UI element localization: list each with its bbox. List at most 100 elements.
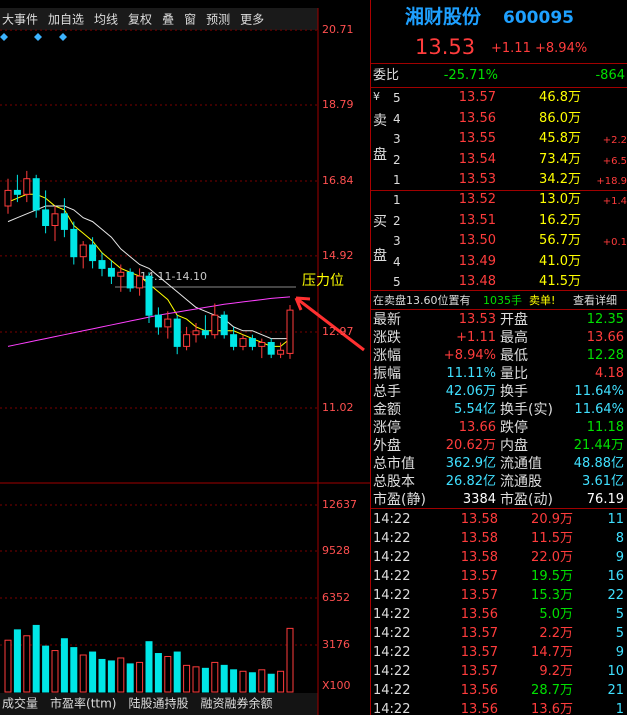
stat-value: 13.66 xyxy=(458,420,496,435)
candle-body xyxy=(248,338,256,347)
stat-label: 振幅 xyxy=(373,366,401,382)
tick-count: 9 xyxy=(615,550,624,565)
level: 5 xyxy=(393,275,401,289)
tick-count: 8 xyxy=(615,531,624,546)
order-delta: +18.9 xyxy=(596,176,627,187)
tick-time: 14:22 xyxy=(373,569,411,584)
candle-body xyxy=(32,178,40,211)
range-label: 14.11-14.10 xyxy=(140,270,207,283)
indicator-tab[interactable]: 成交量 xyxy=(2,696,38,711)
level: 3 xyxy=(393,132,401,146)
toolbar-button[interactable]: 预测 xyxy=(206,13,230,27)
volume-bar xyxy=(117,657,125,693)
candle-body xyxy=(126,271,134,289)
candle-body xyxy=(13,189,21,195)
stat-value: 11.11% xyxy=(446,366,496,381)
stat-value: 362.9亿 xyxy=(445,456,496,471)
tick-price: 13.57 xyxy=(460,626,498,641)
tick-volume: 20.9万 xyxy=(531,512,573,527)
indicator-tab[interactable]: 陆股通持股 xyxy=(128,696,188,711)
tick-time: 14:22 xyxy=(373,512,411,527)
tick-price: 13.57 xyxy=(460,569,498,584)
stat-label: 最高 xyxy=(500,330,528,346)
indicator-tab[interactable]: 市盈率(ttm) xyxy=(50,696,116,711)
candle-body xyxy=(117,271,125,277)
volume-bar xyxy=(248,672,256,693)
label: 盘 xyxy=(373,248,387,264)
separator xyxy=(371,290,627,291)
toolbar-button[interactable]: 更多 xyxy=(240,13,264,27)
tick-volume: 11.5万 xyxy=(531,531,573,546)
toolbar-button[interactable]: 复权 xyxy=(128,13,152,27)
separator xyxy=(371,190,627,191)
stat-label: 涨幅 xyxy=(373,348,401,364)
order-price: 13.51 xyxy=(458,212,496,228)
volume-bar xyxy=(239,670,247,693)
tick-time: 14:22 xyxy=(373,607,411,622)
volume-bar xyxy=(98,658,106,693)
order-delta: +2.2 xyxy=(602,135,627,146)
volume-bar xyxy=(42,645,50,693)
toolbar-button[interactable]: 叠 xyxy=(162,13,174,27)
separator xyxy=(371,87,627,88)
volume-bar xyxy=(70,647,78,693)
bid-ask-diff: -864 xyxy=(595,68,625,83)
volume-unit: X100 xyxy=(322,679,351,692)
stat-label: 外盘 xyxy=(373,438,401,454)
candle-body xyxy=(239,338,247,347)
price-change: +1.11 xyxy=(491,41,531,56)
volume-bar xyxy=(277,670,285,693)
candle-body xyxy=(145,275,153,316)
candle-body xyxy=(173,318,181,347)
order-volume: 13.0万 xyxy=(539,192,581,207)
arrow xyxy=(294,296,365,352)
stat-label: 流通股 xyxy=(500,474,542,490)
candle-body xyxy=(201,330,209,336)
stat-label: 总手 xyxy=(373,384,401,400)
tick-price: 13.57 xyxy=(460,645,498,660)
stat-label: 市盈(静) xyxy=(373,492,426,508)
toolbar-button[interactable]: 均线 xyxy=(94,13,118,27)
order-price: 13.52 xyxy=(458,192,496,207)
candle-body xyxy=(154,314,162,328)
indicator-tab[interactable]: 融资融券余额 xyxy=(201,696,273,711)
toolbar-button[interactable]: 大事件 xyxy=(2,13,38,27)
toolbar xyxy=(0,8,318,30)
volume-bar xyxy=(267,673,275,693)
y-tick-label: 11.02 xyxy=(322,401,354,414)
stat-label: 开盘 xyxy=(500,312,528,328)
toolbar-button[interactable]: 窗 xyxy=(184,13,196,27)
candle-body xyxy=(230,334,238,347)
order-price: 13.54 xyxy=(458,151,496,167)
candle-body xyxy=(164,318,172,328)
stat-value: 48.88亿 xyxy=(573,456,624,471)
level: 5 xyxy=(393,91,401,105)
tick-volume: 22.0万 xyxy=(531,550,573,565)
notice-tag: 卖单! xyxy=(529,294,556,307)
tick-volume: 13.6万 xyxy=(531,702,573,715)
order-volume: 73.4万 xyxy=(539,151,581,167)
stat-value: 21.44万 xyxy=(573,438,624,453)
candle-body xyxy=(136,275,144,289)
level: 1 xyxy=(393,173,401,187)
stat-label: 跌停 xyxy=(500,420,528,436)
candle-body xyxy=(192,330,200,336)
separator xyxy=(371,508,627,509)
tick-price: 13.58 xyxy=(460,550,498,565)
candle-body xyxy=(286,309,294,354)
order-volume: 56.7万 xyxy=(539,233,581,248)
order-delta: +0.1 xyxy=(602,237,627,248)
y-tick-label: 20.71 xyxy=(322,23,354,36)
toolbar-button[interactable]: 加自选 xyxy=(48,13,84,27)
order-delta: +1.4 xyxy=(602,196,627,207)
volume-bar xyxy=(89,651,97,693)
stat-value: 11.18 xyxy=(586,420,624,435)
tick-price: 13.58 xyxy=(460,531,498,546)
stat-label: 市盈(动) xyxy=(500,492,553,508)
stat-value: 3384 xyxy=(462,492,496,507)
level: 3 xyxy=(393,234,401,248)
order-price: 13.57 xyxy=(458,90,496,105)
order-volume: 41.5万 xyxy=(539,274,581,289)
volume-bar xyxy=(107,660,115,693)
view-detail[interactable]: 查看详细 xyxy=(573,294,617,307)
